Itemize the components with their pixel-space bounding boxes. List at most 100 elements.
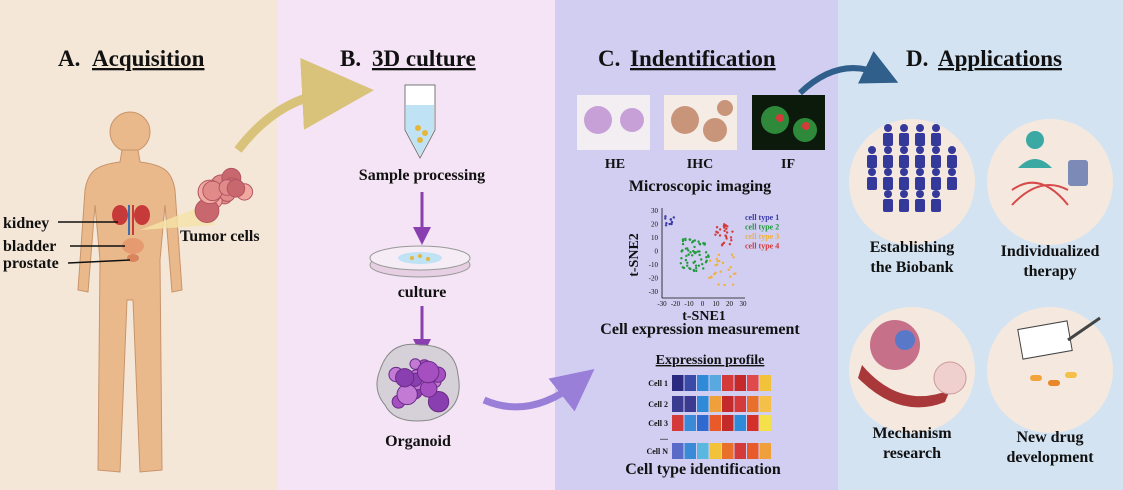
biobank-icon — [867, 124, 957, 212]
person-head — [916, 124, 924, 132]
app-label: Mechanism — [872, 425, 952, 442]
person-head — [916, 168, 924, 176]
mechanism-icon — [858, 320, 967, 408]
ellipse-shape — [122, 238, 144, 254]
point — [705, 256, 708, 259]
cell — [226, 179, 246, 198]
legend-label: cell type 1 — [745, 213, 779, 222]
person-body — [931, 155, 941, 168]
point — [694, 264, 698, 267]
heatmap: Cell 1 Cell 2 Cell 3.... Cell N — [646, 375, 771, 459]
person-body — [915, 133, 925, 146]
circle-shape — [584, 106, 612, 134]
point — [688, 267, 691, 270]
step-label: Organoid — [385, 433, 451, 450]
app-label: therapy — [1023, 263, 1076, 280]
point — [665, 221, 668, 225]
point — [664, 217, 667, 220]
organ-label: bladder — [3, 238, 56, 255]
point — [730, 239, 733, 242]
person-body — [931, 199, 941, 212]
point — [687, 249, 690, 252]
person-body — [931, 133, 941, 146]
tick-label: 10 — [651, 234, 659, 242]
person-body — [867, 177, 877, 190]
tick-label: -10 — [649, 261, 659, 269]
cell — [395, 368, 415, 388]
heat-cell — [722, 443, 734, 459]
point — [686, 261, 689, 264]
point — [715, 226, 719, 229]
section-label: Cell type identification — [625, 461, 781, 478]
heat-cell — [747, 375, 759, 391]
point — [708, 259, 712, 262]
point — [695, 269, 698, 273]
point — [700, 258, 703, 261]
panel-title: Indentification — [630, 46, 776, 71]
heat-cell — [709, 396, 721, 412]
person-head — [884, 146, 892, 154]
point — [720, 244, 724, 247]
human-figure — [77, 111, 183, 473]
tick-label: -30 — [649, 288, 659, 296]
app-label: Individualized — [1001, 243, 1100, 260]
heat-cell — [734, 443, 746, 459]
app-label: Establishing — [870, 239, 954, 256]
path-shape — [406, 105, 434, 156]
stain-label: IHC — [687, 157, 713, 172]
tumor-label: Tumor cells — [180, 228, 260, 245]
point — [715, 257, 719, 261]
point — [684, 237, 687, 241]
point — [714, 233, 717, 236]
person-head — [948, 146, 956, 154]
point — [686, 264, 689, 267]
person-head — [932, 190, 940, 198]
circle-shape — [703, 118, 727, 142]
point — [710, 275, 713, 278]
point — [723, 225, 727, 228]
point — [729, 265, 732, 269]
heat-cell — [672, 375, 684, 391]
person-head — [932, 146, 940, 154]
drug-icon — [1017, 316, 1101, 386]
step-label: Sample processing — [359, 167, 485, 184]
point — [698, 243, 702, 246]
heat-cell — [684, 415, 696, 431]
heat-cell — [672, 396, 684, 412]
point — [729, 236, 733, 239]
legend-label: cell type 4 — [745, 242, 779, 251]
person-head — [868, 168, 876, 176]
person-head — [900, 124, 908, 132]
heat-cell — [747, 396, 759, 412]
point — [716, 260, 719, 263]
point — [697, 240, 700, 243]
person-body — [931, 177, 941, 190]
tick-label: 20 — [726, 300, 734, 308]
tumor-cells — [194, 167, 254, 224]
path-shape — [1011, 181, 1069, 206]
person-body — [899, 133, 909, 146]
point — [689, 251, 692, 254]
circle-shape — [418, 254, 422, 258]
point — [680, 250, 683, 253]
organoid — [388, 358, 450, 413]
point — [723, 283, 726, 287]
point — [704, 260, 708, 264]
point — [682, 266, 686, 270]
leader-lines — [58, 221, 131, 264]
heat-cell — [697, 375, 709, 391]
person-head — [884, 124, 892, 132]
petri-dish — [369, 245, 471, 278]
tick-label: -20 — [671, 300, 681, 308]
point — [668, 222, 671, 226]
point — [718, 234, 722, 237]
person-head — [916, 146, 924, 154]
rect-shape — [1030, 375, 1042, 381]
step-label: culture — [398, 284, 447, 301]
rect-shape — [1017, 320, 1073, 360]
point — [670, 222, 673, 226]
heat-cell — [697, 443, 709, 459]
person-body — [915, 155, 925, 168]
point — [681, 239, 685, 243]
heat-cell — [697, 415, 709, 431]
